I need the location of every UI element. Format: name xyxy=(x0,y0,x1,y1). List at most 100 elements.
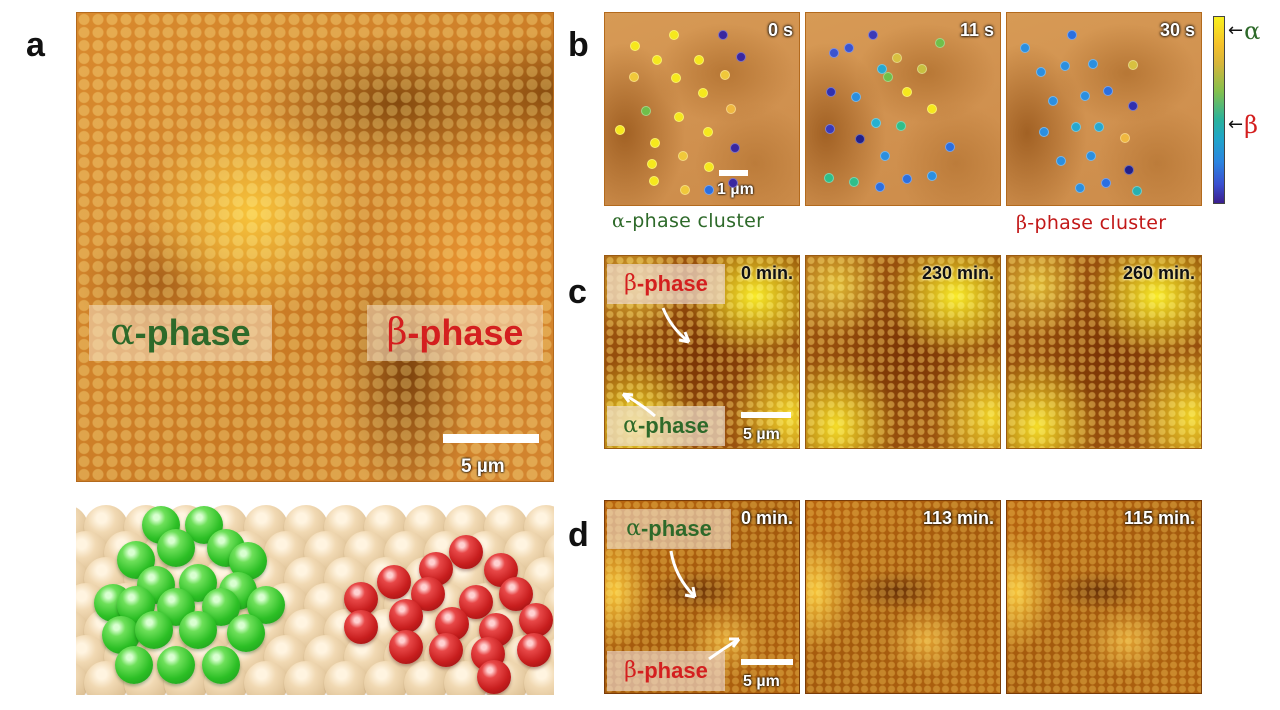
panel-letter-c: c xyxy=(568,273,587,311)
tracked-particle xyxy=(1067,30,1077,40)
tracked-particle xyxy=(945,142,955,152)
tracked-particle xyxy=(1036,67,1046,77)
alpha-phase-label: α -phase xyxy=(89,305,272,361)
beta-suffix: -phase xyxy=(636,271,708,296)
tracked-particle xyxy=(669,30,679,40)
time-label: 0 min. xyxy=(740,263,793,283)
tracked-particle xyxy=(935,38,945,48)
tracked-particle xyxy=(641,106,651,116)
colorbar xyxy=(1213,16,1225,204)
tracked-particle xyxy=(647,159,657,169)
panel-letter-a: a xyxy=(26,26,45,64)
particle-texture xyxy=(806,256,1000,448)
tracked-particle xyxy=(1080,91,1090,101)
time-label: 0 min. xyxy=(740,508,793,528)
tracked-particle xyxy=(1103,86,1113,96)
panel-d-frame-113min: 113 min. xyxy=(805,500,1001,694)
tracked-particle xyxy=(678,151,688,161)
green-sphere xyxy=(157,646,195,684)
red-sphere xyxy=(344,610,378,644)
caption-text: -phase cluster xyxy=(625,210,765,232)
time-label: 0 s xyxy=(767,20,793,40)
base-sphere xyxy=(244,661,288,695)
beta-symbol: β xyxy=(624,271,637,296)
alpha-suffix: -phase xyxy=(640,516,712,541)
alpha-symbol: α xyxy=(1244,17,1261,45)
tracked-particle xyxy=(883,72,893,82)
panel-c-frame-260min: 260 min. xyxy=(1006,255,1202,449)
alpha-symbol: α xyxy=(110,312,135,353)
tracked-particle xyxy=(650,138,660,148)
tracked-particle xyxy=(1056,156,1066,166)
scale-bar-label: 5 µm xyxy=(743,673,780,690)
beta-symbol: β xyxy=(1016,212,1028,234)
particle-texture xyxy=(1007,501,1201,693)
tracked-particle xyxy=(1071,122,1081,132)
tracked-particle xyxy=(720,70,730,80)
beta-cluster-caption: β-phase cluster xyxy=(1016,212,1166,234)
red-sphere xyxy=(389,599,423,633)
base-sphere xyxy=(364,661,408,695)
tracked-particle xyxy=(844,43,854,53)
time-label: 30 s xyxy=(1159,20,1195,40)
time-label: 11 s xyxy=(959,20,994,40)
tracked-particle xyxy=(728,178,738,188)
particle-texture xyxy=(806,501,1000,693)
tracked-particle xyxy=(680,185,690,195)
tracked-particle xyxy=(1094,122,1104,132)
scale-bar xyxy=(719,170,748,176)
scale-bar-label: 5 µm xyxy=(461,456,505,477)
panel-b-frame-0s: 0 s 1 µm xyxy=(604,12,800,206)
time-label: 113 min. xyxy=(922,508,994,528)
tracked-particle xyxy=(1101,178,1111,188)
tracked-particle xyxy=(1120,133,1130,143)
tracked-particle xyxy=(704,185,714,195)
tracked-particle xyxy=(896,121,906,131)
base-sphere xyxy=(284,661,328,695)
tracked-particle xyxy=(892,53,902,63)
scale-bar xyxy=(741,659,793,665)
tracked-particle xyxy=(902,174,912,184)
panel-d-frame-115min: 115 min. xyxy=(1006,500,1202,694)
green-sphere xyxy=(135,611,173,649)
tracked-particle xyxy=(1088,59,1098,69)
tracked-particle xyxy=(1060,61,1070,71)
base-sphere xyxy=(544,583,554,627)
red-sphere xyxy=(477,660,511,694)
panel-c-frame-230min: 230 min. xyxy=(805,255,1001,449)
tracked-particle xyxy=(652,55,662,65)
tracked-particle xyxy=(698,88,708,98)
green-sphere xyxy=(227,614,265,652)
time-label: 230 min. xyxy=(921,263,994,283)
red-sphere xyxy=(389,630,423,664)
base-sphere xyxy=(324,661,368,695)
tracked-particle xyxy=(825,124,835,134)
panel-letter-d: d xyxy=(568,516,589,554)
beta-phase-label: β -phase xyxy=(607,264,725,304)
colorbar-alpha-marker: ← α xyxy=(1228,19,1260,43)
arrow-icon xyxy=(669,550,741,661)
tracked-particle xyxy=(630,41,640,51)
base-sphere xyxy=(404,661,448,695)
beta-phase-label: β -phase xyxy=(367,305,543,361)
alpha-symbol: α xyxy=(626,516,641,541)
tracked-particle xyxy=(849,177,859,187)
red-sphere xyxy=(429,633,463,667)
time-label: 260 min. xyxy=(1122,263,1195,283)
scale-bar-label: 5 µm xyxy=(743,426,780,443)
tracked-particle xyxy=(851,92,861,102)
particle-texture xyxy=(77,13,553,481)
alpha-symbol: α xyxy=(623,413,638,438)
green-sphere xyxy=(179,611,217,649)
alpha-symbol: α xyxy=(612,210,626,232)
beta-symbol: β xyxy=(1244,111,1258,139)
tracked-particle xyxy=(1128,60,1138,70)
tracked-particle xyxy=(1075,183,1085,193)
tracked-particle xyxy=(868,30,878,40)
scale-bar xyxy=(741,412,791,418)
tracked-particle xyxy=(1128,101,1138,111)
scale-bar xyxy=(443,434,539,443)
green-sphere xyxy=(115,646,153,684)
tracked-particle xyxy=(917,64,927,74)
tracked-particle xyxy=(927,171,937,181)
